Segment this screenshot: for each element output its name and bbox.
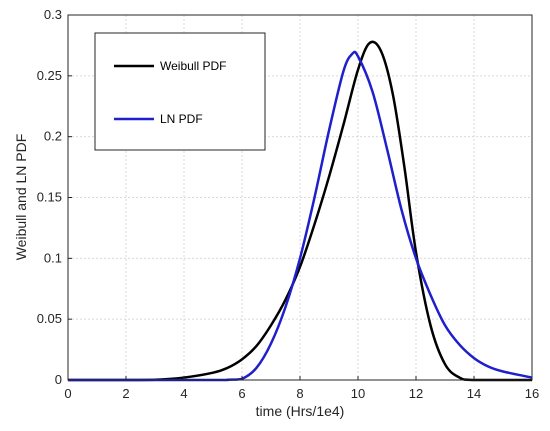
x-tick-label: 4 (180, 386, 187, 401)
x-axis-ticks: 0 2 4 6 8 10 12 14 16 (64, 376, 539, 401)
y-tick-label: 0.1 (44, 250, 62, 265)
y-tick-label: 0.25 (37, 68, 62, 83)
series-layer (67, 40, 533, 382)
legend-label-ln: LN PDF (160, 112, 203, 126)
legend: Weibull PDF LN PDF (94, 32, 266, 151)
y-axis-ticks: 0 0.05 0.1 0.15 0.2 0.25 0.3 (37, 7, 72, 387)
ln-pdf-line (67, 50, 533, 382)
y-axis-title: Weibull and LN PDF (13, 134, 29, 261)
x-tick-label: 6 (238, 386, 245, 401)
y-tick-label: 0 (55, 372, 62, 387)
weibull-pdf-line (67, 40, 532, 382)
y-tick-label: 0.15 (37, 190, 62, 205)
x-tick-label: 2 (122, 386, 129, 401)
y-tick-label: 0.2 (44, 129, 62, 144)
x-tick-label: 16 (525, 386, 539, 401)
legend-box (94, 32, 266, 151)
x-tick-label: 8 (296, 386, 303, 401)
x-axis-title: time (Hrs/1e4) (256, 403, 345, 419)
legend-label-weibull: Weibull PDF (160, 59, 226, 73)
y-tick-label: 0.05 (37, 311, 62, 326)
x-tick-label: 0 (64, 386, 71, 401)
y-tick-label: 0.3 (44, 7, 62, 22)
x-tick-label: 14 (467, 386, 481, 401)
x-tick-label: 12 (409, 386, 423, 401)
x-tick-label: 10 (351, 386, 365, 401)
